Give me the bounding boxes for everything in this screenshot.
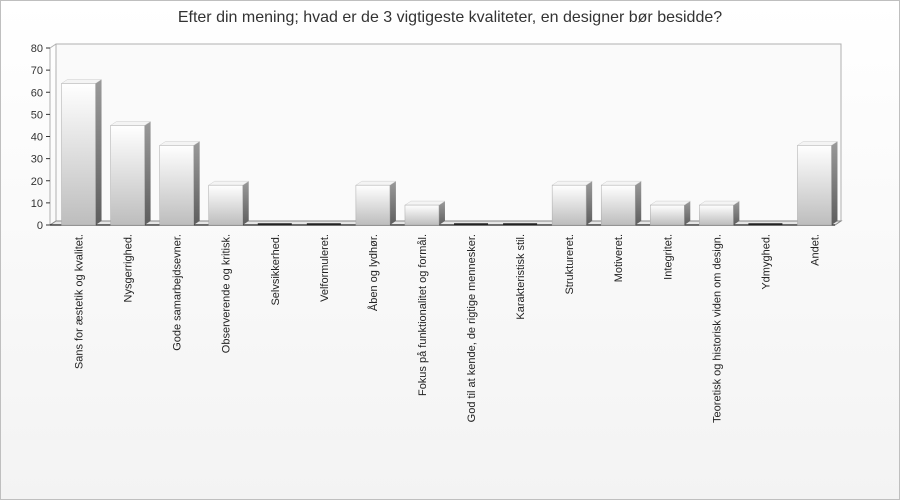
bar [600,180,643,226]
x-tick-label: Åben og lydhør. [367,234,380,311]
bar [649,200,692,226]
x-tick-label: Gode samarbejdsevner. [172,234,184,351]
y-tick-label: 10 [31,198,43,210]
bar-top [551,180,593,186]
bar-top [649,200,692,206]
y-tick-label: 80 [31,43,43,55]
bar [796,141,839,226]
x-tick-label: Fokus på funktionalitet og formål. [417,234,429,396]
y-tick-label: 0 [37,220,43,232]
plot-depth-edge [49,43,57,49]
chart-title: Efter din mening; hvad er de 3 vigtigest… [177,9,723,26]
bar-front [61,83,96,226]
y-tick-label: 60 [31,87,43,99]
bar-top [404,200,446,206]
bar-side [144,121,151,225]
bar-front [404,204,440,226]
bar-side [586,181,593,225]
x-tick-label: Struktureret. [564,234,576,295]
bar [698,200,741,226]
x-tick-label: Integritet. [662,234,674,280]
bar-front [797,145,832,226]
bar-front [699,204,734,226]
bar-top [60,79,103,84]
bar-front [159,145,194,226]
bar-front [110,125,145,226]
bar-side [193,141,200,225]
y-tick-label: 70 [31,65,43,77]
y-tick-label: 40 [31,132,43,144]
bar-top [796,141,839,146]
bars [60,79,839,226]
bar [60,79,103,226]
x-tick-label: God til at kende, de rigtige mennesker. [466,234,478,422]
bar-top [698,200,741,206]
x-tick-label: Nysgerrighed. [123,234,135,302]
x-tick-label: Sans for æstetik og kvalitet. [74,234,86,369]
bar-front [208,184,243,226]
x-tick-label: Teoretisk og historisk viden om design. [711,234,723,423]
bar-side [684,201,691,225]
bar [355,180,397,226]
bar [158,141,201,226]
y-tick-label: 20 [31,176,43,188]
bar-side [242,181,249,225]
bar-side [438,201,445,225]
bar-top [600,180,643,186]
bar-side [635,181,642,225]
bar [109,121,152,226]
y-tick-label: 30 [31,154,43,166]
y-tick-label: 50 [31,109,43,121]
bar-side [733,201,740,225]
bar [551,180,593,226]
bar-front [600,184,636,226]
bar-top [207,180,250,186]
x-tick-label: Ydmyghed. [760,234,772,290]
y-axis: 0 10 20 30 40 50 60 70 80 [31,43,50,232]
bar [207,180,250,226]
bar-top [109,121,152,126]
bar-front [650,204,685,226]
bar [404,200,446,226]
bar-top [158,141,201,146]
bar-front [551,184,587,226]
bar-side [95,79,102,226]
x-tick-label: Observerende og kritisk. [221,234,233,353]
x-tick-label: Motiveret. [613,234,625,282]
x-tick-label: Andet. [809,234,821,266]
bar-top [355,180,397,186]
x-tick-label: Selvsikkerhed. [270,234,282,306]
bar-side [831,141,838,225]
bar-front [355,184,391,226]
x-tick-label: Karakteristisk stil. [515,234,527,320]
bar-side [389,181,396,225]
x-tick-label: Velformuleret. [319,234,331,302]
x-axis: Sans for æstetik og kvalitet. Nysgerrighe… [74,234,822,423]
